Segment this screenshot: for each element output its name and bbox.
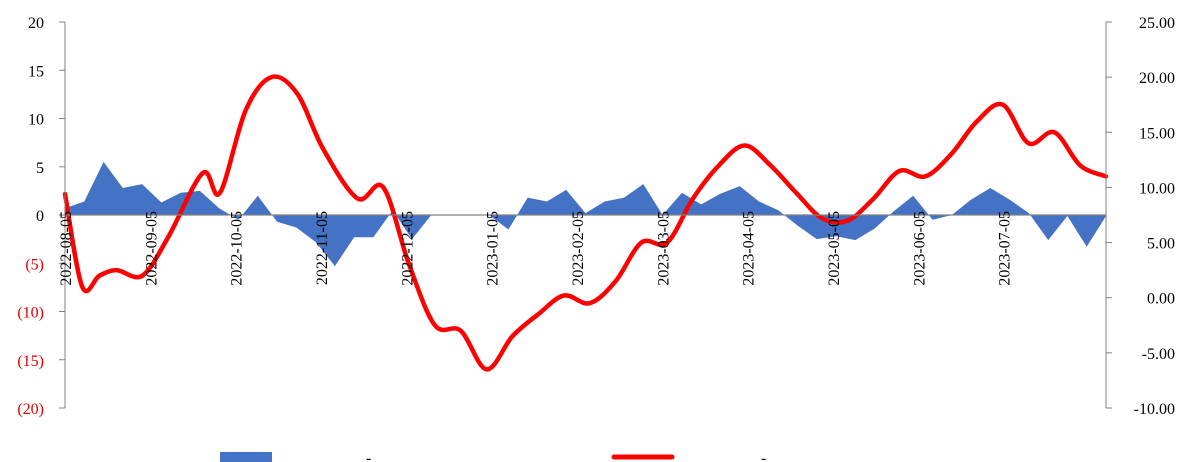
left-tick-label: 10 bbox=[28, 112, 44, 129]
right-tick-label: -5.00 bbox=[1142, 346, 1175, 363]
left-tick-label: 20 bbox=[28, 15, 44, 32]
left-axis-ticks: 20 15 10 5 0 (5) (10) (15) (20) bbox=[17, 15, 44, 418]
left-tick-label: 15 bbox=[28, 63, 44, 80]
x-tick-label: 2022-08-05 bbox=[58, 211, 75, 286]
legend: - - bbox=[220, 450, 766, 462]
x-tick-label: 2023-07-05 bbox=[997, 211, 1014, 286]
x-tick-label: 2023-06-05 bbox=[911, 211, 928, 286]
legend-label-line: - bbox=[761, 450, 766, 462]
left-tick-label: (5) bbox=[25, 256, 44, 273]
left-tick-label: 0 bbox=[36, 208, 44, 225]
right-tick-label: -10.00 bbox=[1134, 401, 1175, 418]
line-series bbox=[62, 74, 1109, 372]
right-tick-label: 20.00 bbox=[1139, 70, 1175, 87]
area-series bbox=[65, 161, 1106, 267]
axes bbox=[59, 21, 1112, 409]
left-tick-label: 5 bbox=[36, 160, 44, 177]
left-tick-label: (10) bbox=[17, 305, 44, 322]
legend-swatch-area bbox=[220, 452, 272, 462]
x-tick-label: 2023-04-05 bbox=[741, 211, 758, 286]
x-tick-label: 2022-11-05 bbox=[314, 211, 331, 285]
x-axis-ticks: 2022-08-05 2022-09-05 2022-10-05 2022-11-05… bbox=[58, 211, 1014, 286]
x-tick-label: 2022-10-05 bbox=[229, 211, 246, 286]
x-tick-label: 2023-01-05 bbox=[485, 211, 502, 286]
left-tick-label: (15) bbox=[17, 353, 44, 370]
legend-label-area: - bbox=[366, 450, 371, 462]
x-tick-label: 2022-12-05 bbox=[399, 211, 416, 286]
right-axis-ticks: 25.00 20.00 15.00 10.00 5.00 0.00 -5.00 -10.00 bbox=[1134, 15, 1175, 418]
right-tick-label: 5.00 bbox=[1147, 236, 1175, 253]
area-fill bbox=[65, 161, 1106, 267]
x-tick-label: 2022-09-05 bbox=[143, 211, 160, 286]
right-tick-label: 10.00 bbox=[1139, 180, 1175, 197]
right-tick-label: 25.00 bbox=[1139, 15, 1175, 32]
right-tick-label: 0.00 bbox=[1147, 291, 1175, 308]
x-tick-label: 2023-05-05 bbox=[826, 211, 843, 286]
line-path bbox=[62, 74, 1109, 372]
x-tick-label: 2023-02-05 bbox=[570, 211, 587, 286]
x-tick-label: 2023-03-05 bbox=[655, 211, 672, 286]
left-tick-label: (20) bbox=[17, 401, 44, 418]
right-tick-label: 15.00 bbox=[1139, 125, 1175, 142]
